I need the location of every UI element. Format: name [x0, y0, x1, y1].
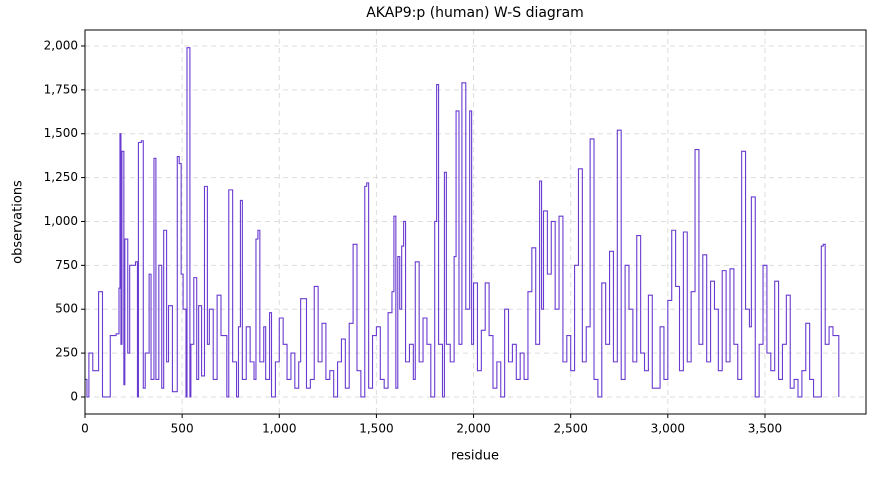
y-tick-label: 0 — [70, 389, 78, 403]
chart-title: AKAP9:p (human) W-S diagram — [366, 5, 584, 21]
x-axis-label: residue — [451, 449, 499, 464]
x-tick-label: 3,000 — [651, 422, 685, 436]
x-tick-label: 1,500 — [359, 422, 393, 436]
y-tick-label: 250 — [55, 346, 78, 360]
y-tick-label: 1,250 — [44, 170, 78, 184]
data-line — [85, 47, 840, 398]
y-axis-label: observations — [11, 180, 26, 264]
x-tick-label: 1,000 — [262, 422, 296, 436]
y-tick-label: 750 — [55, 258, 78, 272]
y-tick-label: 1,750 — [44, 82, 78, 96]
y-tick-label: 2,000 — [44, 38, 78, 52]
plot-frame — [84, 29, 867, 415]
x-tick-label: 3,500 — [748, 422, 782, 436]
x-tick-label: 2,000 — [456, 422, 490, 436]
x-tick-label: 2,500 — [554, 422, 588, 436]
x-tick-label: 0 — [81, 422, 89, 436]
y-tick-label: 1,500 — [44, 126, 78, 140]
y-tick-label: 1,000 — [44, 214, 78, 228]
x-tick-label: 500 — [171, 422, 194, 436]
y-tick-label: 500 — [55, 302, 78, 316]
